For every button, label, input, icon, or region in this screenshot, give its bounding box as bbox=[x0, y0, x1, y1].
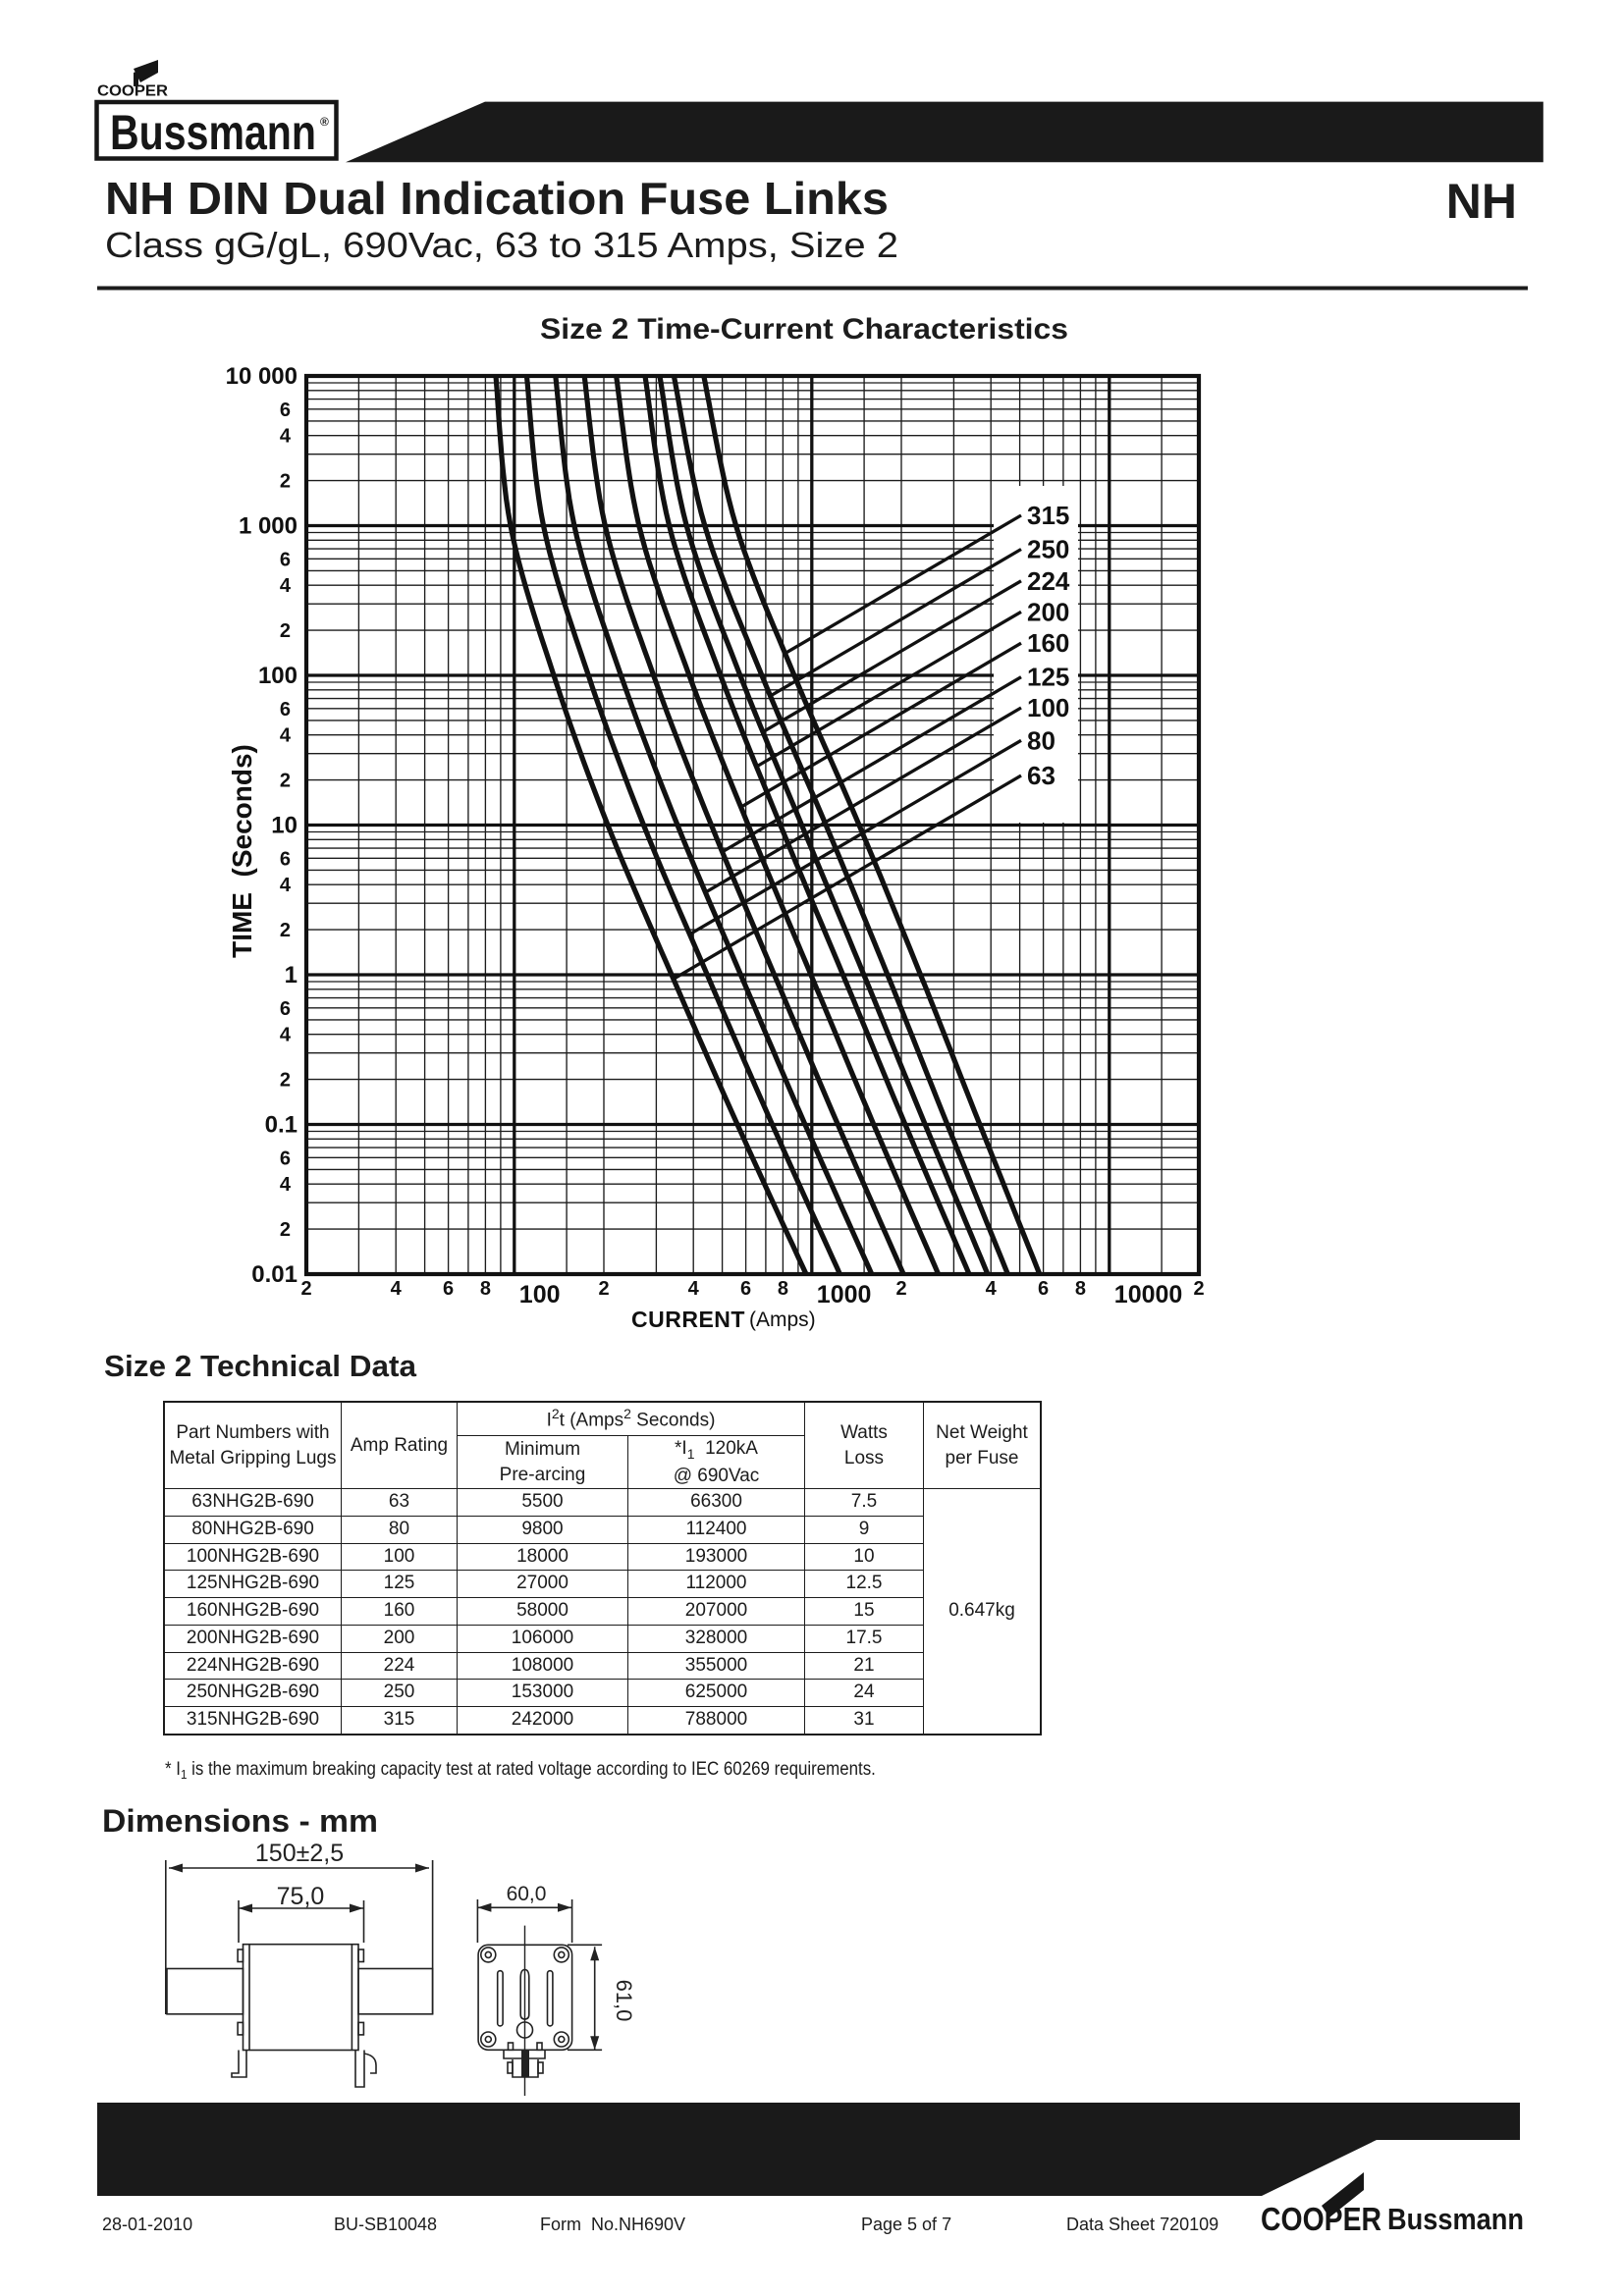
svg-text:2: 2 bbox=[280, 620, 291, 642]
svg-text:2: 2 bbox=[280, 920, 291, 941]
svg-text:4: 4 bbox=[688, 1278, 700, 1300]
svg-text:4: 4 bbox=[391, 1278, 403, 1300]
svg-text:0.01: 0.01 bbox=[251, 1261, 298, 1288]
svg-text:2: 2 bbox=[598, 1278, 609, 1300]
svg-text:Form No.NH690V: Form No.NH690V bbox=[540, 2215, 685, 2234]
svg-text:0.1: 0.1 bbox=[265, 1112, 298, 1139]
svg-text:1000: 1000 bbox=[817, 1281, 872, 1308]
svg-text:Size 2 Time-Current Characteri: Size 2 Time-Current Characteristics bbox=[540, 313, 1068, 346]
svg-text:160: 160 bbox=[1027, 628, 1069, 658]
svg-text:6: 6 bbox=[280, 549, 291, 570]
svg-text:TIME (Seconds): TIME (Seconds) bbox=[227, 744, 257, 958]
svg-text:4: 4 bbox=[280, 725, 292, 747]
svg-text:4: 4 bbox=[280, 575, 292, 597]
svg-text:COOPER: COOPER bbox=[97, 83, 168, 100]
svg-text:6: 6 bbox=[280, 400, 291, 421]
svg-text:6: 6 bbox=[1038, 1278, 1049, 1300]
svg-text:4: 4 bbox=[280, 875, 292, 896]
svg-text:®: ® bbox=[320, 115, 329, 129]
svg-text:6: 6 bbox=[443, 1278, 454, 1300]
svg-text:125: 125 bbox=[1027, 663, 1069, 692]
svg-text:Class gG/gL, 690Vac, 63 to 315: Class gG/gL, 690Vac, 63 to 315 Amps, Siz… bbox=[105, 225, 898, 265]
svg-text:4: 4 bbox=[280, 1025, 292, 1046]
svg-text:315: 315 bbox=[1027, 501, 1069, 530]
svg-text:100: 100 bbox=[258, 663, 298, 689]
svg-text:61,0: 61,0 bbox=[612, 1980, 636, 2022]
svg-text:Bussmann: Bussmann bbox=[1387, 2202, 1524, 2236]
svg-text:2: 2 bbox=[280, 1070, 291, 1092]
svg-text:8: 8 bbox=[1075, 1278, 1086, 1300]
svg-text:6: 6 bbox=[280, 1148, 291, 1169]
svg-text:8: 8 bbox=[480, 1278, 491, 1300]
svg-text:(Amps): (Amps) bbox=[749, 1308, 816, 1331]
svg-text:6: 6 bbox=[280, 848, 291, 870]
svg-text:63: 63 bbox=[1027, 761, 1056, 790]
svg-text:100: 100 bbox=[1027, 693, 1069, 722]
svg-text:10 000: 10 000 bbox=[226, 363, 298, 390]
svg-text:60,0: 60,0 bbox=[507, 1883, 547, 1905]
svg-text:150±2,5: 150±2,5 bbox=[255, 1840, 344, 1867]
svg-text:* I1 is the maximum breaking c: * I1 is the maximum breaking capacity te… bbox=[165, 1758, 876, 1782]
svg-text:4: 4 bbox=[280, 1174, 292, 1196]
svg-text:28-01-2010: 28-01-2010 bbox=[102, 2215, 192, 2234]
svg-text:Data Sheet 720109: Data Sheet 720109 bbox=[1066, 2215, 1218, 2234]
svg-text:6: 6 bbox=[740, 1278, 751, 1300]
svg-text:1: 1 bbox=[285, 962, 298, 988]
svg-text:Bussmann: Bussmann bbox=[110, 105, 316, 160]
svg-text:Dimensions - mm: Dimensions - mm bbox=[102, 1803, 378, 1839]
svg-text:200: 200 bbox=[1027, 597, 1069, 626]
svg-text:2: 2 bbox=[280, 471, 291, 493]
svg-text:COOPER: COOPER bbox=[1261, 2201, 1381, 2237]
svg-text:6: 6 bbox=[280, 998, 291, 1020]
svg-text:6: 6 bbox=[280, 699, 291, 721]
svg-text:10000: 10000 bbox=[1114, 1281, 1183, 1308]
svg-text:2: 2 bbox=[895, 1278, 906, 1300]
svg-text:250: 250 bbox=[1027, 535, 1069, 564]
svg-text:NH: NH bbox=[1446, 174, 1517, 229]
svg-text:224: 224 bbox=[1027, 566, 1070, 596]
svg-text:2: 2 bbox=[1193, 1278, 1204, 1300]
svg-text:Page 5 of 7: Page 5 of 7 bbox=[861, 2215, 951, 2234]
svg-text:10: 10 bbox=[271, 813, 298, 839]
svg-text:2: 2 bbox=[280, 1219, 291, 1241]
svg-text:80: 80 bbox=[1027, 725, 1056, 755]
svg-text:1 000: 1 000 bbox=[239, 513, 298, 540]
svg-text:4: 4 bbox=[280, 426, 292, 448]
svg-text:Size 2 Technical Data: Size 2 Technical Data bbox=[104, 1349, 417, 1383]
svg-text:NH DIN Dual Indication Fuse Li: NH DIN Dual Indication Fuse Links bbox=[105, 173, 889, 224]
svg-text:CURRENT: CURRENT bbox=[631, 1307, 745, 1332]
svg-text:8: 8 bbox=[778, 1278, 788, 1300]
svg-text:75,0: 75,0 bbox=[277, 1883, 325, 1910]
svg-text:BU-SB10048: BU-SB10048 bbox=[334, 2215, 437, 2234]
svg-text:4: 4 bbox=[986, 1278, 998, 1300]
svg-text:100: 100 bbox=[519, 1281, 561, 1308]
svg-text:2: 2 bbox=[280, 771, 291, 792]
svg-text:2: 2 bbox=[300, 1278, 311, 1300]
